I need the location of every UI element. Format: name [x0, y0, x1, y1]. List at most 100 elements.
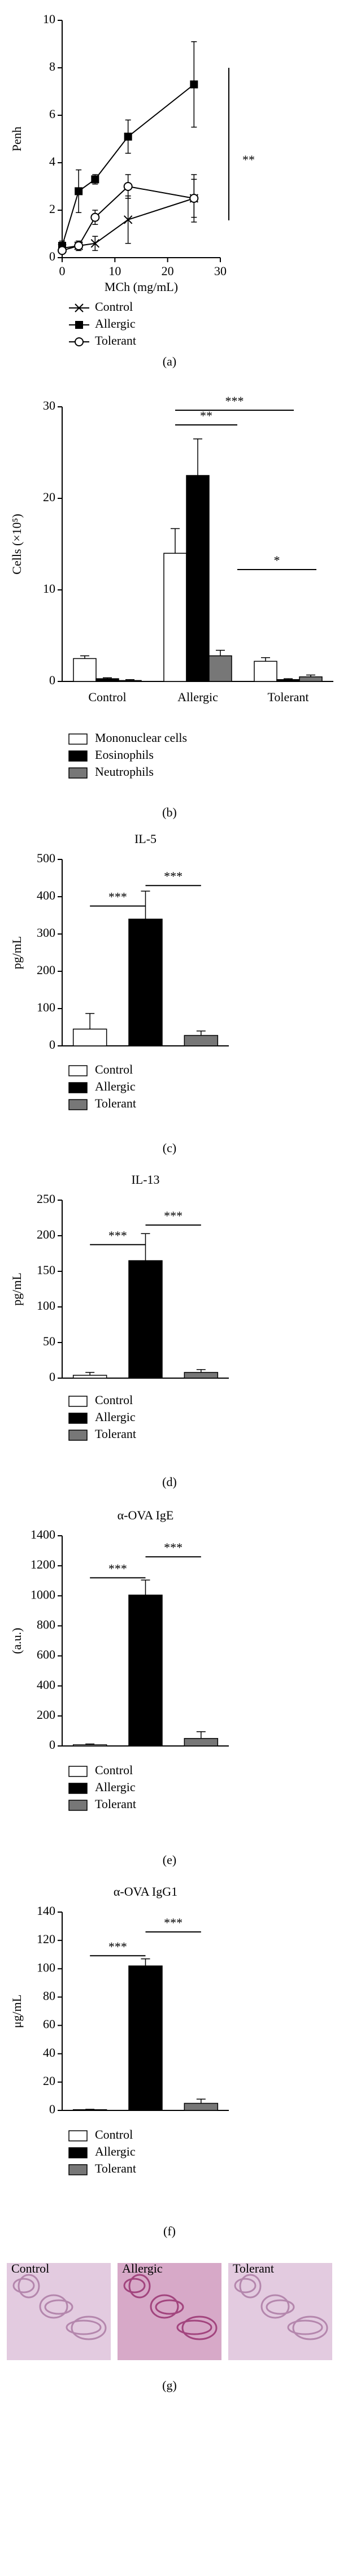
legend-label: Tolerant: [95, 1096, 136, 1110]
legend-swatch: [68, 1396, 88, 1407]
legend-label: Control: [95, 299, 133, 314]
significance-label: ***: [164, 869, 182, 883]
y-axis-label: Cells (×10⁵): [10, 514, 24, 574]
significance-label: ***: [225, 394, 244, 408]
legend-label: Tolerant: [95, 333, 136, 347]
legend-swatch: [68, 733, 88, 745]
tissue-detail: [234, 2278, 257, 2293]
y-tick-label: 200: [37, 963, 55, 977]
legend-swatch: [68, 1800, 88, 1811]
y-tick-label: 20: [43, 2074, 55, 2088]
legend-label: Eosinophils: [95, 748, 154, 762]
tissue-detail: [176, 2319, 212, 2335]
y-tick-label: 40: [43, 2045, 55, 2060]
significance-label: **: [200, 409, 212, 423]
legend-label: Neutrophils: [95, 764, 154, 779]
error-bar: [85, 1372, 95, 1375]
y-tick-label: 250: [37, 1192, 55, 1206]
y-tick-label: 50: [43, 1334, 55, 1348]
y-tick-label: 0: [49, 673, 55, 687]
tissue-detail: [287, 2319, 323, 2335]
legend-swatch: [68, 2164, 88, 2175]
panel-caption: (b): [162, 805, 177, 819]
y-axis-label: Penh: [10, 127, 24, 151]
legend-swatch: [68, 1065, 88, 1076]
y-tick-label: 150: [37, 1263, 55, 1277]
bar: [128, 918, 163, 1046]
y-tick-label: 500: [37, 851, 55, 865]
tissue-detail: [44, 2299, 73, 2315]
bar: [184, 1737, 219, 1747]
y-tick-label: 300: [37, 926, 55, 940]
x-tick-label: 10: [108, 264, 121, 278]
legend-swatch: [68, 1413, 88, 1424]
legend-swatch: [68, 1099, 88, 1110]
panel-caption: (a): [163, 354, 176, 368]
x-tick-label: 20: [162, 264, 174, 278]
panel-caption: (d): [162, 1475, 177, 1489]
error-bar: [141, 1579, 150, 1595]
y-tick-label: 1200: [31, 1557, 55, 1571]
tissue-detail: [39, 2294, 68, 2319]
significance-label: ***: [164, 1209, 182, 1223]
tissue-detail: [181, 2316, 218, 2340]
legend-swatch: [68, 1783, 88, 1794]
legend-swatch: [68, 1082, 88, 1093]
x-tick-label: Control: [88, 690, 126, 704]
error-bar: [196, 1030, 206, 1036]
y-tick-label: 120: [37, 1932, 55, 1946]
marker: [91, 175, 99, 184]
legend-label: Mononuclear cells: [95, 731, 187, 745]
y-tick-label: 400: [37, 888, 55, 902]
bar: [128, 1595, 163, 1747]
tissue-detail: [128, 2274, 151, 2299]
image-label: Control: [11, 2261, 49, 2275]
marker: [90, 212, 100, 222]
tissue-detail: [12, 2278, 35, 2293]
legend-label: Tolerant: [95, 2161, 136, 2175]
y-tick-label: 0: [49, 1370, 55, 1384]
y-tick-label: 0: [49, 1037, 55, 1052]
bar: [184, 2102, 219, 2111]
significance-label: ***: [164, 1915, 182, 1930]
error-bar: [125, 679, 134, 681]
y-tick-label: 10: [43, 581, 55, 596]
chart-title: IL-13: [131, 1172, 159, 1187]
legend-label: Allergic: [95, 2144, 136, 2158]
significance-label: ***: [108, 890, 127, 904]
chart-title: α-OVA IgE: [118, 1508, 174, 1522]
bar: [184, 1372, 219, 1379]
significance-label: ***: [108, 1561, 127, 1575]
bar: [118, 680, 142, 682]
tissue-detail: [66, 2319, 102, 2335]
error-bar: [196, 1369, 206, 1372]
chart-title: α-OVA IgG1: [114, 1884, 177, 1899]
panel-caption: (f): [163, 2224, 176, 2238]
y-tick-label: 4: [49, 154, 55, 168]
marker: [58, 246, 67, 255]
panel-caption: (g): [162, 2378, 177, 2392]
legend-label: Allergic: [95, 1079, 136, 1093]
y-tick-label: 800: [37, 1617, 55, 1631]
bar: [128, 1965, 163, 2111]
bar: [276, 679, 300, 682]
error-bar: [103, 677, 112, 679]
error-bar: [216, 650, 225, 656]
legend-swatch: [68, 1430, 88, 1441]
y-tick-label: 6: [49, 107, 55, 121]
y-tick-label: 200: [37, 1227, 55, 1241]
image-label: Allergic: [122, 2261, 163, 2275]
error-bar: [85, 1013, 95, 1029]
significance-label: **: [242, 153, 255, 167]
bar: [163, 553, 187, 682]
legend-label: Allergic: [95, 1410, 136, 1424]
marker: [75, 187, 83, 196]
y-tick-label: 80: [43, 1988, 55, 2002]
tissue-detail: [155, 2299, 184, 2315]
y-tick-label: 140: [37, 1904, 55, 1918]
marker: [124, 132, 132, 141]
bar: [184, 1035, 219, 1046]
tissue-detail: [150, 2294, 179, 2319]
legend-swatch: [68, 1766, 88, 1777]
